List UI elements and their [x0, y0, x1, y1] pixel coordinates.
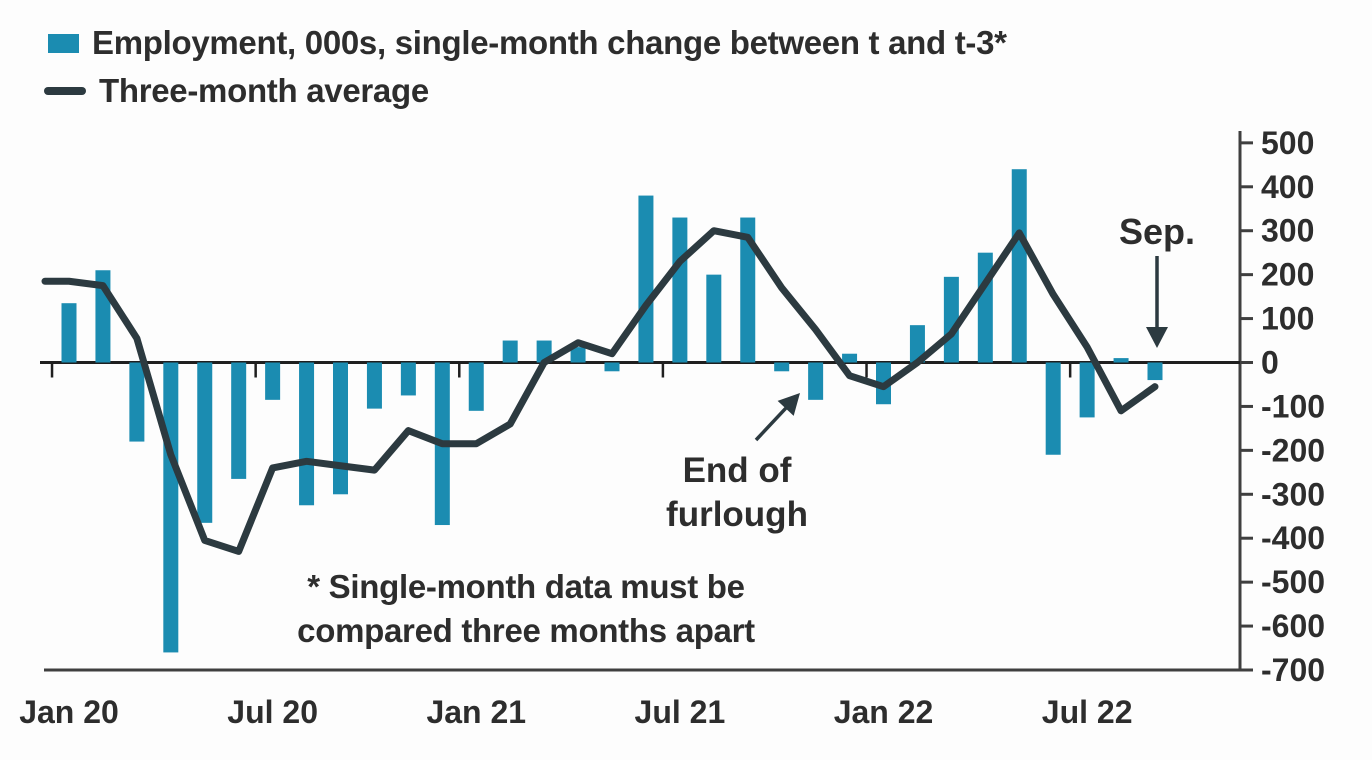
furlough-arrow-head	[777, 393, 800, 416]
bar-Feb 21	[502, 340, 518, 363]
y-tick-label: -600	[1261, 608, 1325, 644]
footnote-line2: compared three months apart	[297, 611, 755, 649]
y-tick-label: 300	[1261, 213, 1314, 249]
furlough-annotation-line1: End of	[682, 451, 792, 490]
bar-May 22	[1011, 169, 1027, 363]
sep-arrow-head	[1146, 327, 1168, 348]
line-series-label: Three-month average	[99, 72, 429, 109]
footnote: * Single-month data must be compared thr…	[297, 565, 755, 652]
bar-Apr 22	[977, 252, 993, 363]
x-tick-label: Jul 20	[227, 694, 318, 730]
bar-Jun 20	[231, 362, 247, 479]
sep-annotation: Sep.	[1118, 211, 1196, 252]
y-tick-label: 200	[1261, 257, 1314, 293]
furlough-annotation: End of furlough	[666, 449, 808, 537]
y-tick-label: -700	[1261, 652, 1325, 688]
footnote-line1: * Single-month data must be	[307, 568, 745, 605]
bar-May 21	[604, 362, 620, 372]
bar-Jun 21	[638, 195, 654, 363]
x-tick-label: Jul 22	[1042, 694, 1133, 730]
bar-Mar 22	[943, 276, 959, 363]
y-tick-label: 500	[1261, 125, 1314, 161]
bar-Nov 20	[400, 362, 416, 396]
y-tick-label: -200	[1261, 432, 1325, 468]
y-tick-label: -300	[1261, 476, 1325, 512]
bar-Jul 22	[1079, 362, 1095, 418]
bar-Dec 21	[842, 353, 858, 363]
bar-Sep 21	[740, 217, 756, 363]
y-tick-label: 100	[1261, 301, 1314, 337]
y-tick-label: -100	[1261, 388, 1325, 424]
legend-item-bars: Employment, 000s, single-month change be…	[48, 24, 1007, 62]
bar-Nov 21	[808, 362, 824, 400]
x-tick-label: Jan 22	[834, 694, 934, 730]
line-series-swatch	[44, 87, 86, 95]
x-tick-label: Jan 20	[19, 694, 119, 730]
bar-Aug 22	[1113, 358, 1129, 363]
furlough-annotation-line2: furlough	[666, 495, 808, 535]
bar-series-label: Employment, 000s, single-month change be…	[92, 24, 1007, 61]
bar-Jun 22	[1045, 362, 1061, 455]
three-month-average-line	[41, 227, 1159, 555]
bar-Sep 22	[1147, 362, 1163, 381]
bar-Apr 21	[570, 347, 586, 363]
bar-Feb 22	[909, 325, 925, 363]
bar-Jul 20	[265, 362, 281, 400]
bar-Apr 20	[163, 362, 179, 653]
y-tick-label: 0	[1261, 345, 1279, 381]
x-tick-label: Jul 21	[635, 694, 726, 730]
bar-Jan 21	[468, 362, 484, 411]
y-tick-label: 400	[1261, 169, 1314, 205]
bar-Jan 20	[61, 303, 77, 363]
furlough-arrow-shaft	[754, 404, 789, 442]
bar-May 20	[197, 362, 213, 523]
bar-Aug 20	[299, 362, 315, 506]
bar-Jul 21	[672, 217, 688, 363]
bar-Oct 20	[366, 362, 382, 409]
legend-item-line: Three-month average	[44, 72, 429, 110]
x-tick-label: Jan 21	[426, 694, 526, 730]
y-tick-label: -500	[1261, 564, 1325, 600]
bar-Oct 21	[774, 362, 790, 372]
bar-Sep 20	[333, 362, 348, 495]
bar-series-swatch	[48, 33, 79, 53]
bar-Aug 21	[706, 274, 722, 363]
y-tick-label: -400	[1261, 520, 1325, 556]
bar-Mar 20	[129, 362, 145, 442]
